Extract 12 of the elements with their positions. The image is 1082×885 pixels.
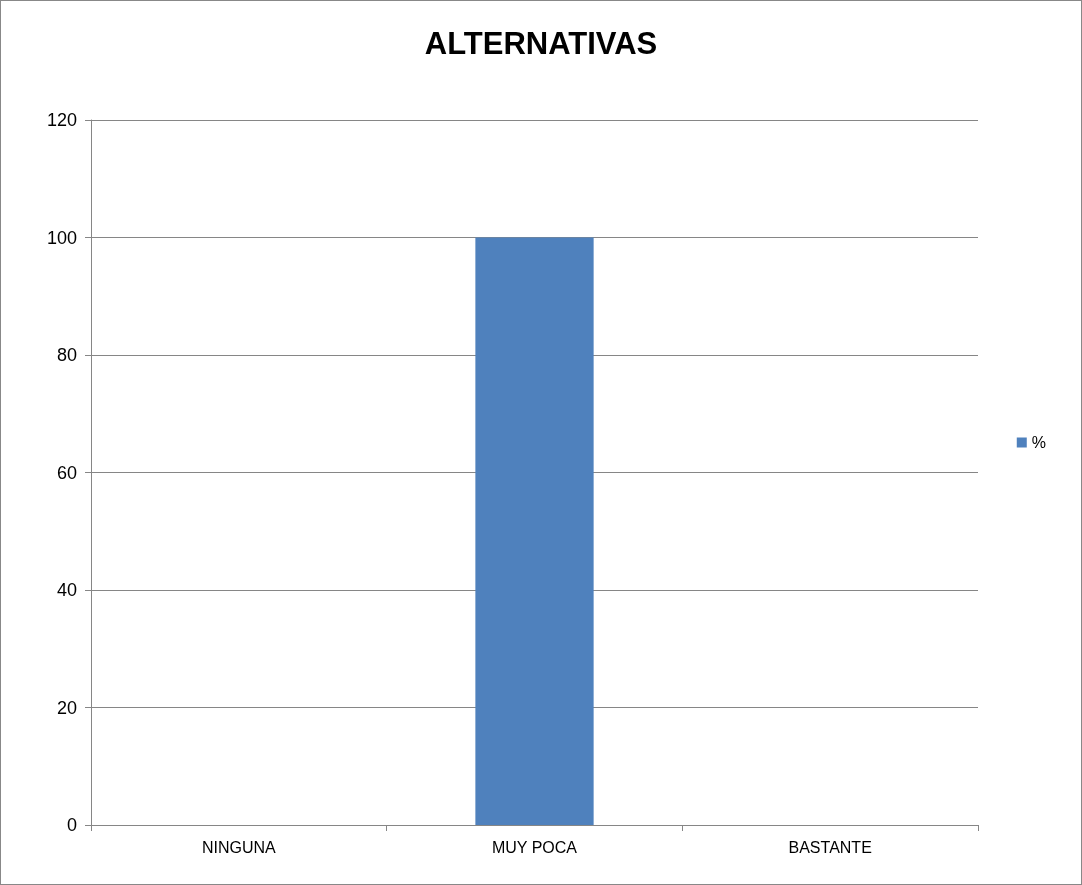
x-tick-label: BASTANTE [788, 838, 872, 856]
x-tick-label: NINGUNA [201, 838, 277, 856]
y-tick-label: 0 [66, 815, 77, 835]
x-tick-label: MUY POCA [491, 838, 578, 856]
y-tick-label: 20 [56, 697, 77, 718]
y-tick-label: 100 [46, 227, 77, 248]
y-tick-label: 40 [56, 580, 77, 600]
y-tick-label: 80 [56, 345, 77, 365]
y-tick-label: 120 [46, 110, 77, 130]
y-tick-label: 60 [56, 462, 77, 483]
chart-title: ALTERNATIVAS [424, 26, 658, 61]
legend-label: % [1031, 434, 1047, 451]
